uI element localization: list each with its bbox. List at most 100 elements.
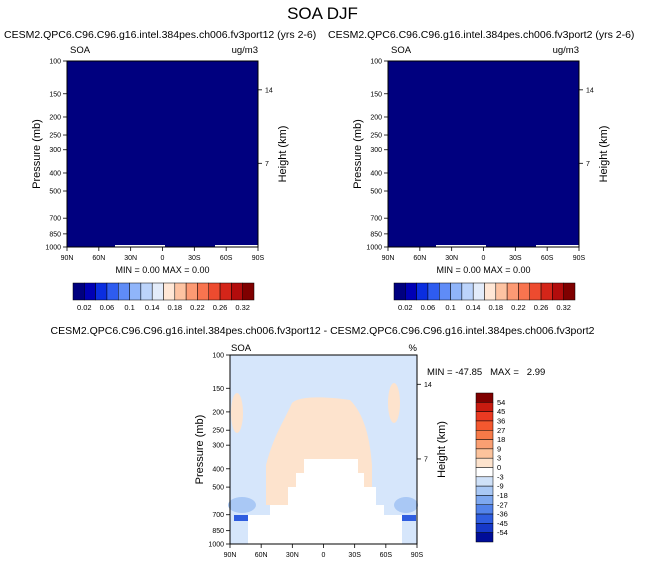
colorbar-right-swatch (416, 282, 429, 301)
panel1-y-tick-label: 700 (49, 216, 61, 223)
colorbar-right-swatch (552, 282, 564, 301)
colorbar-diff-label: -54 (497, 528, 508, 537)
colorbar-diff-swatch (475, 485, 494, 496)
panel1-y-tick-label: 150 (49, 91, 61, 98)
panel3-title: CESM2.QPC6.C96.C96.g16.intel.384pes.ch00… (50, 325, 595, 337)
panel3-y-tick-label: 400 (212, 466, 224, 473)
colorbar-right-swatch (439, 282, 451, 301)
colorbar-left-label: 0.1 (124, 303, 134, 312)
panel2-surface-gap (436, 245, 486, 247)
colorbar-left-swatch (72, 282, 85, 301)
colorbar-diff-swatch (475, 532, 494, 543)
colorbar-diff-swatch (475, 402, 494, 412)
panel3-y-tick-label: 850 (212, 528, 224, 535)
colorbar-left-swatch (95, 282, 108, 301)
colorbar-diff-label: 9 (497, 444, 501, 453)
panel3-negative-region (228, 497, 256, 513)
panel2-y-tick-label: 700 (370, 216, 382, 223)
panel3-y-tick-label: 100 (212, 353, 224, 360)
panel2-y-tick-label: 100 (370, 59, 382, 66)
colorbar-left-swatch (174, 282, 187, 301)
colorbar-left-swatch (219, 282, 232, 301)
colorbar-diff-label: -27 (497, 500, 508, 509)
panel1-x-tick-label: 90N (61, 255, 74, 262)
colorbar-diff-swatch (475, 411, 494, 422)
panel2-unit: ug/m3 (552, 45, 579, 56)
panel2-field (388, 61, 579, 247)
panel3-x-tick-label: 90S (411, 552, 424, 559)
colorbar-diff-swatch (475, 523, 494, 533)
colorbar-left-swatch (140, 282, 153, 301)
colorbar-left-swatch (84, 282, 96, 301)
panel3-x-tick-label: 0 (322, 552, 326, 559)
panel1-right-axis-label: Height (km) (277, 126, 289, 183)
colorbar-right-swatch (529, 282, 542, 301)
panel3-y-tick-label: 200 (212, 409, 224, 416)
colorbar-diff-swatch (475, 504, 494, 515)
panel3-negative-region (234, 515, 248, 521)
panel3-negative-region (402, 515, 416, 521)
colorbar-right-swatch (506, 282, 519, 301)
colorbar-diff-swatch (475, 495, 494, 505)
panel3-y-tick-label: 700 (212, 512, 224, 519)
panel3-stats: MIN = -47.85 MAX = 2.99 (427, 367, 546, 378)
panel1-x-tick-label: 60N (92, 255, 105, 262)
colorbar-diff-label: 18 (497, 435, 505, 444)
panel3-unit: % (408, 343, 417, 354)
panel2-y-tick-label: 400 (370, 170, 382, 177)
colorbar-right-swatch (461, 282, 474, 301)
colorbar-diff-label: 0 (497, 463, 501, 472)
colorbar-left-swatch (185, 282, 198, 301)
panel1-height-tick-label: 14 (265, 87, 273, 94)
panel1-unit: ug/m3 (231, 45, 258, 56)
panel3-y-tick-label: 250 (212, 428, 224, 435)
panel2-title: CESM2.QPC6.C96.C96.g16.intel.384pes.ch00… (328, 29, 635, 41)
panel2-y-tick-label: 200 (370, 114, 382, 121)
panel1-title: CESM2.QPC6.C96.C96.g16.intel.384pes.ch00… (4, 29, 317, 41)
panel1-stats: MIN = 0.00 MAX = 0.00 (115, 265, 209, 275)
panel2-right-axis-label: Height (km) (598, 126, 610, 183)
panel3-y-tick-label: 150 (212, 386, 224, 393)
colorbar-right-swatch (427, 282, 440, 301)
colorbar-right-swatch (563, 282, 576, 301)
panel3-x-tick-label: 30N (286, 552, 299, 559)
colorbar-left-swatch (242, 282, 255, 301)
colorbar-right-label: 0.32 (556, 303, 571, 312)
panel3-x-tick-label: 30S (348, 552, 361, 559)
colorbar-diff-label: -9 (497, 482, 504, 491)
panel3-positive-region (231, 393, 243, 433)
panel1-x-tick-label: 0 (161, 255, 165, 262)
panel2-x-tick-label: 0 (482, 255, 486, 262)
panel3-y-tick-label: 1000 (208, 542, 224, 549)
panel3-negative-region (394, 497, 418, 513)
panel2-y-tick-label: 300 (370, 147, 382, 154)
panel3-missing-region (248, 459, 402, 544)
colorbar-diff-swatch (475, 392, 494, 403)
colorbar-right-label: 0.26 (534, 303, 549, 312)
panel1-y-axis-label: Pressure (mb) (31, 119, 43, 189)
panel3-x-tick-label: 60S (380, 552, 393, 559)
panel2-y-tick-label: 500 (370, 189, 382, 196)
panel1-y-tick-label: 200 (49, 114, 61, 121)
panel3-height-tick-label: 7 (424, 456, 428, 463)
colorbar-left-swatch (106, 282, 119, 301)
panel2-x-tick-label: 60S (541, 255, 554, 262)
colorbar-left-label: 0.02 (77, 303, 92, 312)
panel1-y-tick-label: 250 (49, 133, 61, 140)
colorbar-right-label: 0.06 (421, 303, 436, 312)
panel2-height-tick-label: 14 (586, 87, 594, 94)
panel2-x-tick-label: 30N (445, 255, 458, 262)
colorbar-diff-swatch (475, 457, 494, 468)
panel3-right-axis-label: Height (km) (436, 421, 448, 478)
colorbar-diff-swatch (475, 439, 494, 450)
panel2-stats: MIN = 0.00 MAX = 0.00 (436, 265, 530, 275)
colorbar-left-label: 0.22 (190, 303, 205, 312)
panel1-x-tick-label: 90S (252, 255, 265, 262)
panel2-y-tick-label: 250 (370, 133, 382, 140)
colorbar-right-swatch (540, 282, 553, 301)
panel2-x-tick-label: 30S (509, 255, 522, 262)
panel1-surface-gap (115, 245, 165, 247)
colorbar-left-label: 0.26 (213, 303, 228, 312)
panel1-y-tick-label: 850 (49, 231, 61, 238)
